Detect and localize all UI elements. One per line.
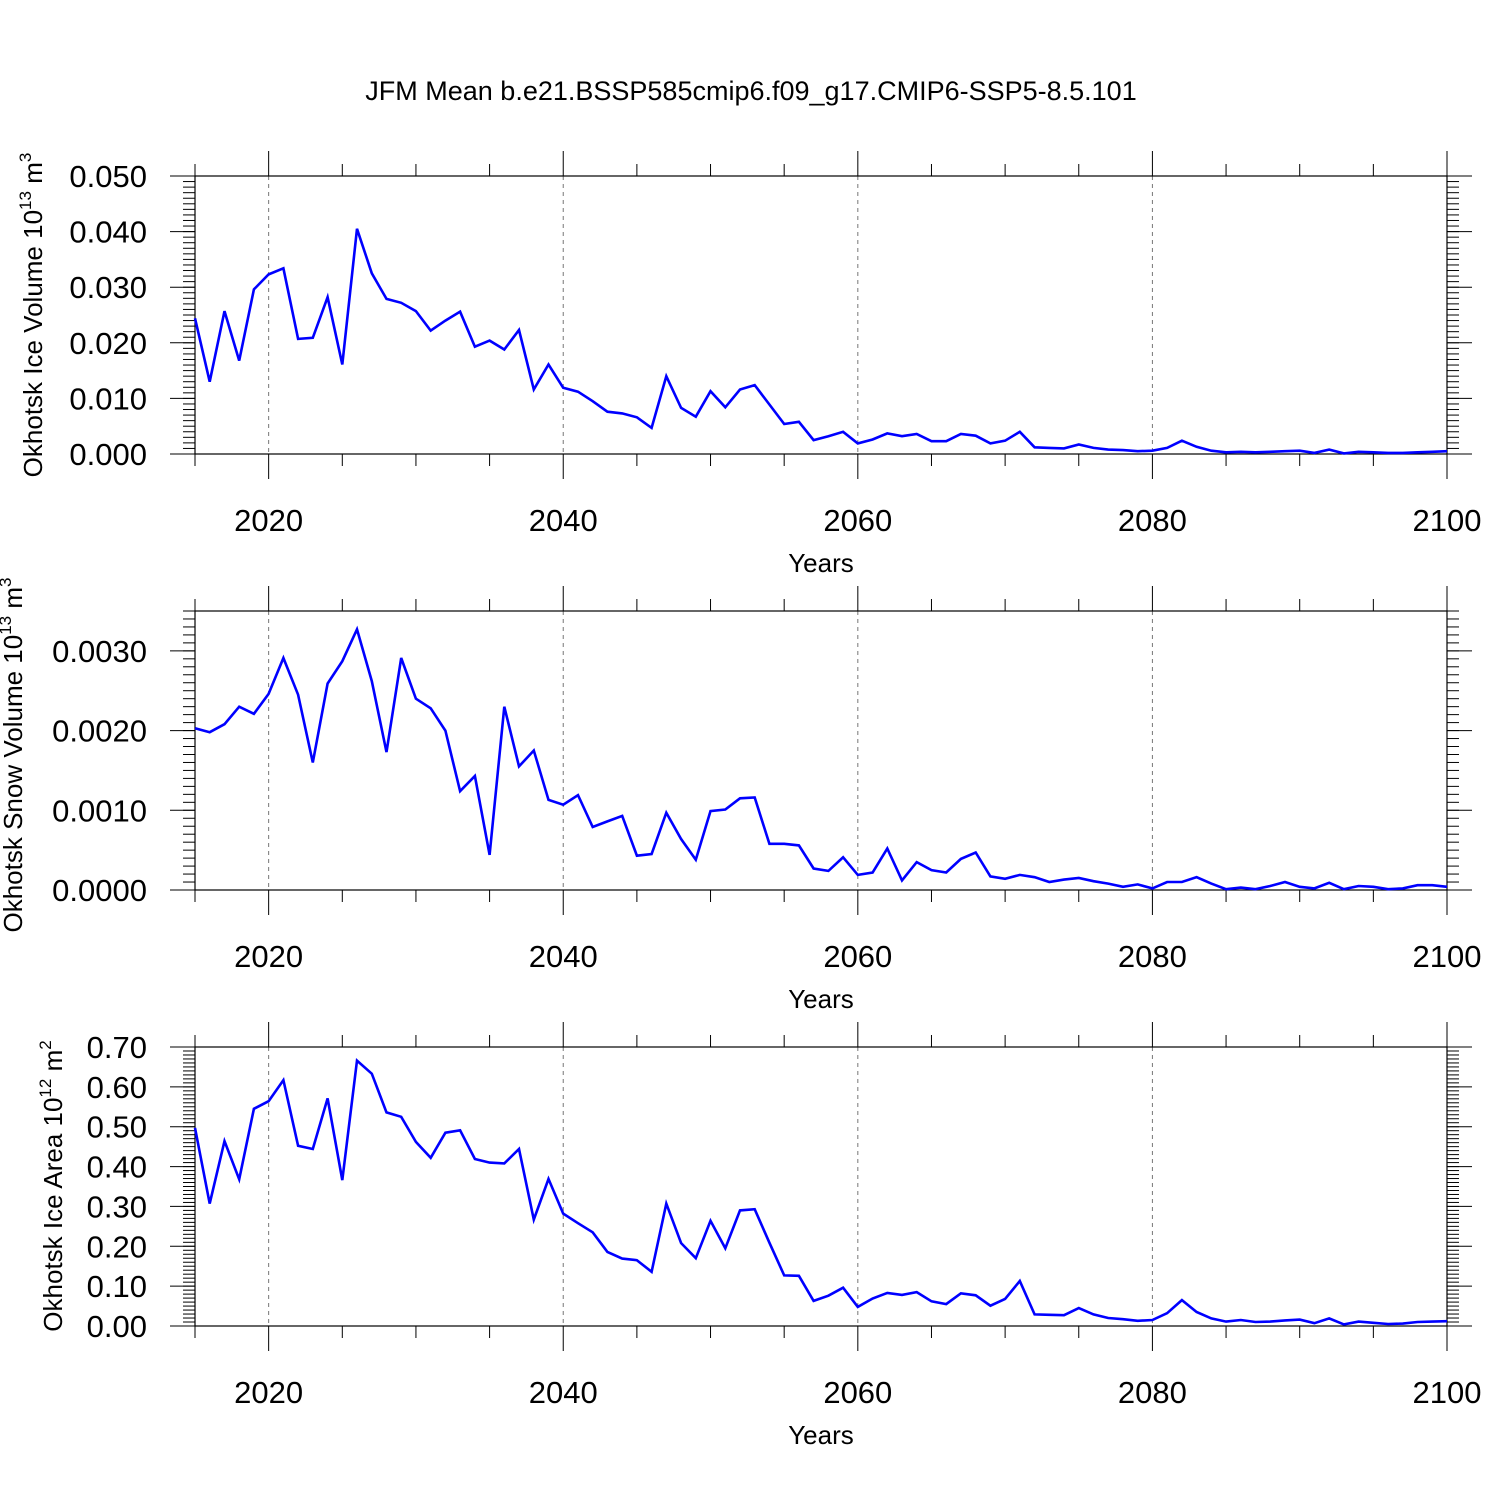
y-tick-label: 0.60 bbox=[87, 1070, 147, 1105]
x-tick-label: 2080 bbox=[1118, 1375, 1187, 1410]
x-tick-label: 2060 bbox=[823, 503, 892, 538]
plot-frame bbox=[194, 1046, 1448, 1327]
x-axis-label: Years bbox=[788, 548, 854, 578]
x-tick-label: 2100 bbox=[1413, 1375, 1482, 1410]
x-tick-label: 2060 bbox=[823, 1375, 892, 1410]
snow-volume-panel: 0.0000 0.0010 0.0020 0.0030 2020 2040 2060 2080… bbox=[0, 578, 1481, 1015]
x-tick-label: 2100 bbox=[1413, 503, 1482, 538]
y-tick-label: 0.050 bbox=[69, 159, 147, 194]
x-axis-label: Years bbox=[788, 984, 854, 1014]
y-tick-label: 0.020 bbox=[69, 326, 147, 361]
y-tick-label: 0.0000 bbox=[52, 873, 147, 908]
series-line bbox=[194, 625, 1448, 891]
y-tick-label: 0.0030 bbox=[52, 634, 147, 669]
x-axis-label: Years bbox=[788, 1420, 854, 1450]
y-tick-label: 0.0010 bbox=[52, 793, 147, 828]
y-tick-label: 0.40 bbox=[87, 1150, 147, 1185]
y-tick-label: 0.0020 bbox=[52, 714, 147, 749]
x-tick-label: 2080 bbox=[1118, 503, 1187, 538]
plot-frame bbox=[194, 175, 1448, 455]
x-tick-label: 2060 bbox=[823, 939, 892, 974]
y-axis-label: Okhotsk Ice Area 1012 m2 bbox=[36, 1040, 68, 1331]
x-tick-label: 2040 bbox=[529, 503, 598, 538]
chart-title: JFM Mean b.e21.BSSP585cmip6.f09_g17.CMIP… bbox=[365, 76, 1136, 106]
y-tick-label: 0.00 bbox=[87, 1309, 147, 1344]
y-tick-label: 0.50 bbox=[87, 1110, 147, 1145]
y-tick-label: 0.30 bbox=[87, 1189, 147, 1224]
plot-frame bbox=[194, 610, 1448, 891]
x-tick-label: 2020 bbox=[234, 503, 303, 538]
series-line bbox=[193, 1057, 1448, 1326]
y-axis-label: Okhotsk Ice Volume 1013 m3 bbox=[16, 153, 48, 478]
x-tick-label: 2080 bbox=[1118, 939, 1187, 974]
y-tick-label: 0.70 bbox=[87, 1030, 147, 1065]
ice-volume-panel: 0.000 0.010 0.020 0.030 0.040 0.050 2020 2040 20… bbox=[16, 151, 1481, 578]
y-tick-label: 0.000 bbox=[69, 437, 147, 472]
y-tick-label: 0.10 bbox=[87, 1269, 147, 1304]
y-tick-label: 0.010 bbox=[69, 381, 147, 416]
y-tick-label: 0.030 bbox=[69, 270, 147, 305]
x-tick-label: 2020 bbox=[234, 939, 303, 974]
x-tick-label: 2020 bbox=[234, 1375, 303, 1410]
y-tick-label: 0.20 bbox=[87, 1229, 147, 1264]
series-line bbox=[193, 228, 1448, 455]
y-axis-label: Okhotsk Snow Volume 1013 m3 bbox=[0, 578, 28, 933]
x-tick-label: 2100 bbox=[1413, 939, 1482, 974]
x-tick-label: 2040 bbox=[529, 939, 598, 974]
y-tick-label: 0.040 bbox=[69, 215, 147, 250]
x-tick-label: 2040 bbox=[529, 1375, 598, 1410]
ice-area-panel: 0.00 0.10 0.20 0.30 0.40 0.50 0.60 0.70 2020 2040… bbox=[36, 1022, 1481, 1450]
